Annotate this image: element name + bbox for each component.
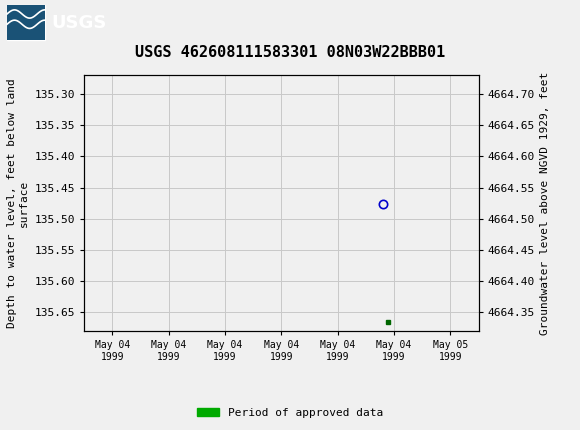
Legend: Period of approved data: Period of approved data: [193, 403, 387, 422]
Y-axis label: Depth to water level, feet below land
surface: Depth to water level, feet below land su…: [8, 78, 29, 328]
FancyBboxPatch shape: [7, 6, 45, 40]
Y-axis label: Groundwater level above NGVD 1929, feet: Groundwater level above NGVD 1929, feet: [541, 71, 550, 335]
Text: USGS 462608111583301 08N03W22BBB01: USGS 462608111583301 08N03W22BBB01: [135, 45, 445, 60]
FancyBboxPatch shape: [7, 6, 45, 40]
Text: USGS: USGS: [51, 14, 106, 31]
